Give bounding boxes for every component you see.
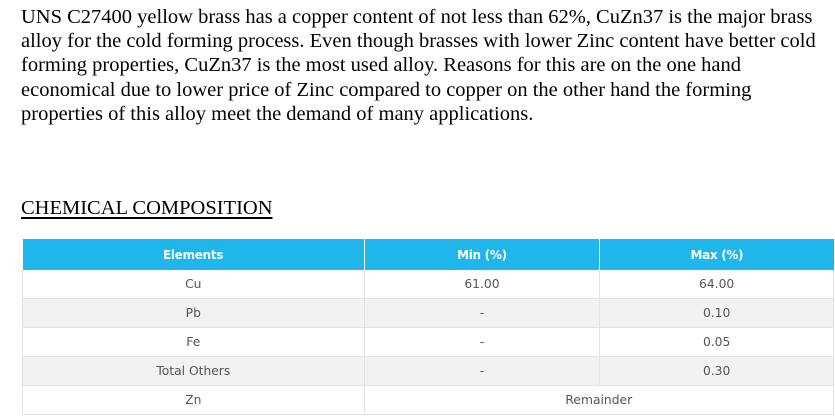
cell-min: -	[363, 327, 601, 357]
cell-min: 61.00	[363, 270, 601, 299]
cell-min: -	[363, 356, 601, 386]
header-max: Max (%)	[599, 239, 834, 270]
table-row: Cu 61.00 64.00	[22, 270, 834, 299]
table-row: Total Others - 0.30	[22, 356, 834, 386]
table-header-row: Elements Min (%) Max (%)	[22, 239, 834, 270]
composition-table: Elements Min (%) Max (%) Cu 61.00 64.00 …	[22, 239, 835, 415]
intro-paragraph: UNS C27400 yellow brass has a copper con…	[21, 6, 816, 125]
cell-element: Pb	[22, 298, 365, 328]
section-title: CHEMICAL COMPOSITION	[21, 197, 273, 219]
cell-max: 64.00	[599, 270, 834, 299]
cell-max: 0.05	[599, 327, 834, 357]
cell-remainder: Remainder	[363, 385, 835, 415]
cell-element: Fe	[22, 327, 365, 357]
table-row: Fe - 0.05	[22, 327, 834, 357]
cell-element: Total Others	[22, 356, 365, 386]
table-row: Pb - 0.10	[22, 298, 834, 328]
header-elements: Elements	[22, 239, 365, 270]
table-row-remainder: Zn Remainder	[22, 385, 835, 415]
cell-element: Zn	[22, 385, 365, 415]
cell-max: 0.10	[599, 298, 834, 328]
cell-max: 0.30	[599, 356, 834, 386]
cell-element: Cu	[22, 270, 365, 299]
header-min: Min (%)	[364, 239, 601, 270]
cell-min: -	[363, 298, 601, 328]
